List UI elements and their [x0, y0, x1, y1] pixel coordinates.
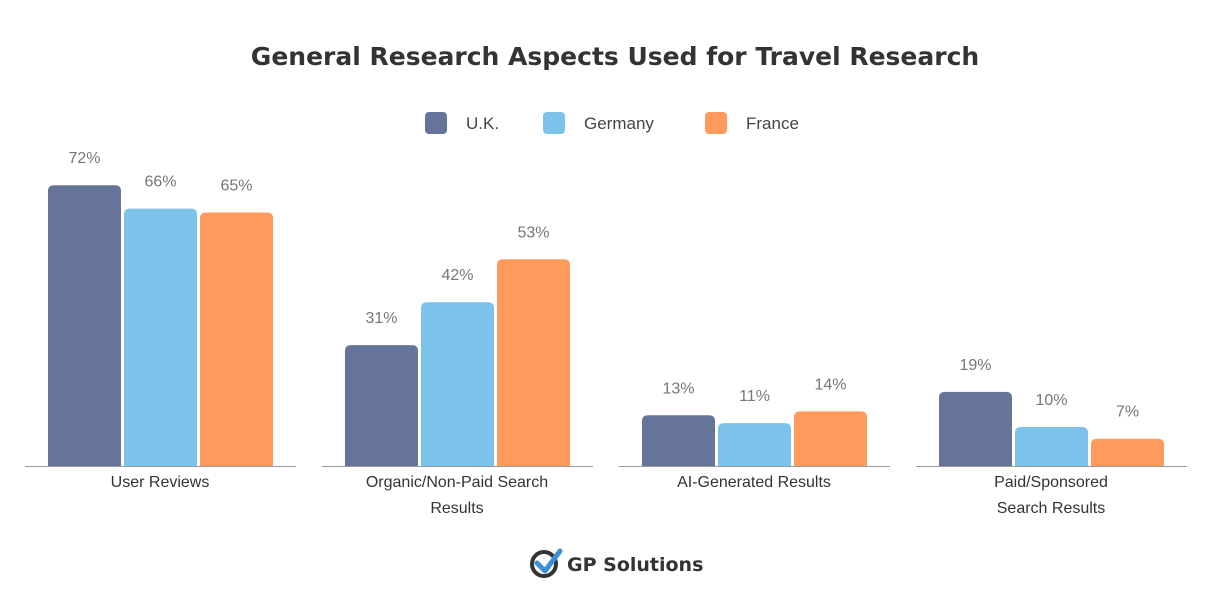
category-label: AI-Generated Results	[677, 474, 831, 491]
data-label: 31%	[365, 310, 397, 327]
bar-germany	[1015, 427, 1088, 466]
legend-swatch-0	[425, 112, 447, 134]
bar-france	[497, 259, 570, 466]
data-label: 7%	[1116, 404, 1139, 421]
bar-germany	[421, 302, 494, 466]
legend-swatch-2	[705, 112, 727, 134]
logo-text: GP Solutions	[567, 554, 703, 576]
bar-germany	[124, 208, 197, 466]
data-label: 72%	[68, 150, 100, 167]
legend: U.K. Germany France	[425, 112, 799, 134]
category-label: Results	[430, 500, 483, 517]
category-label: User Reviews	[111, 474, 210, 491]
bar-france	[1091, 438, 1164, 466]
gp-solutions-logo: GP Solutions	[530, 548, 703, 578]
data-label: 53%	[517, 224, 549, 241]
data-label: 65%	[220, 178, 252, 195]
data-label: 13%	[662, 380, 694, 397]
category-label: Paid/Sponsored	[994, 474, 1108, 491]
bar-uk	[642, 415, 715, 466]
legend-swatch-1	[543, 112, 565, 134]
legend-label: U.K.	[466, 114, 499, 133]
logo-check-icon	[534, 548, 563, 574]
bar-uk	[345, 345, 418, 466]
legend-label: France	[746, 114, 799, 133]
bar-france	[200, 212, 273, 466]
data-label: 19%	[959, 357, 991, 374]
data-label: 66%	[144, 174, 176, 191]
data-label: 10%	[1035, 392, 1067, 409]
bar-france	[794, 411, 867, 466]
data-label: 42%	[441, 267, 473, 284]
category-label: Search Results	[997, 500, 1106, 517]
data-label: 11%	[739, 388, 770, 405]
data-label: 14%	[814, 376, 846, 393]
category-label: Organic/Non-Paid Search	[366, 474, 548, 491]
bar-uk	[939, 391, 1012, 466]
bars: 72% 66% 65% User Reviews 31% 42% 53% Organic/No…	[25, 150, 1187, 517]
logo-circle-icon	[530, 550, 558, 578]
chart-title: General Research Aspects Used for Travel…	[251, 42, 979, 71]
bar-germany	[718, 423, 791, 466]
legend-label: Germany	[584, 114, 654, 133]
bar-uk	[48, 185, 121, 466]
